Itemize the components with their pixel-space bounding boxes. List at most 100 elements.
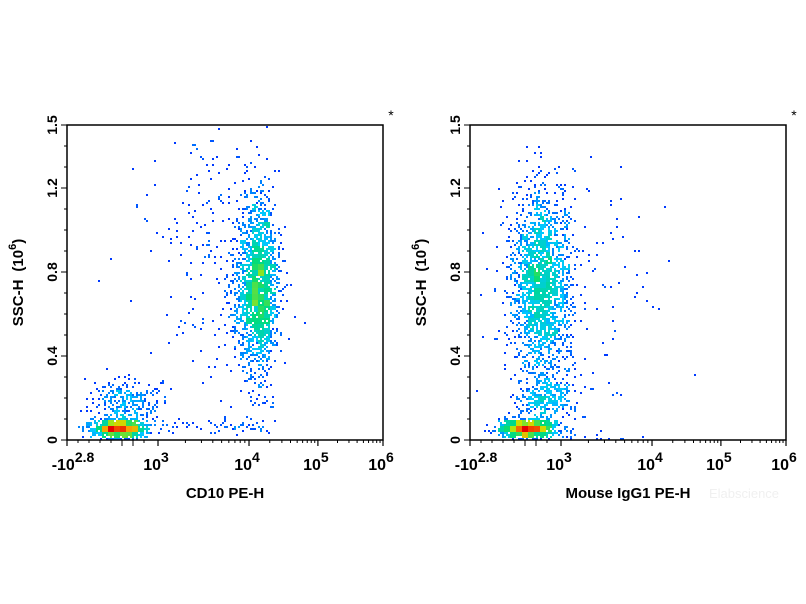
event-dot [518, 328, 520, 330]
event-dot [510, 420, 512, 422]
event-dot [546, 192, 548, 194]
event-dot [542, 372, 544, 374]
event-dot [558, 186, 560, 188]
event-dot [550, 416, 552, 418]
event-dot [244, 294, 246, 296]
event-dot [268, 304, 270, 306]
event-dot [544, 246, 546, 248]
event-dot [538, 284, 540, 286]
event-dot [550, 312, 552, 314]
event-dot [544, 320, 546, 322]
event-dot [258, 322, 260, 324]
event-dot [550, 342, 552, 344]
event-dot [98, 390, 100, 392]
event-dot [570, 436, 572, 438]
event-dot [82, 426, 84, 428]
event-dot [530, 266, 532, 268]
event-dot [266, 232, 268, 234]
event-dot [520, 242, 522, 244]
event-dot [264, 370, 266, 372]
event-dot [106, 424, 108, 426]
event-dot [260, 264, 262, 266]
event-dot [506, 276, 508, 278]
event-dot [146, 428, 148, 430]
event-dot [538, 390, 540, 392]
event-dot [528, 204, 530, 206]
event-dot [520, 236, 522, 238]
event-dot [132, 168, 134, 170]
event-dot [634, 250, 636, 252]
event-dot [260, 204, 262, 206]
event-dot [148, 424, 150, 426]
event-dot [526, 278, 528, 280]
event-dot [268, 308, 270, 310]
event-dot [122, 432, 124, 434]
event-dot [514, 278, 516, 280]
event-dot [596, 434, 598, 436]
event-dot [254, 304, 256, 306]
event-dot [246, 294, 248, 296]
event-dot [138, 394, 140, 396]
event-dot [556, 288, 558, 290]
event-dot [546, 416, 548, 418]
event-dot [252, 260, 254, 262]
event-dot [574, 264, 576, 266]
event-dot [538, 364, 540, 366]
event-dot [542, 264, 544, 266]
event-dot [540, 290, 542, 292]
event-dot [556, 350, 558, 352]
event-dot [540, 380, 542, 382]
event-dot [548, 256, 550, 258]
event-dot [550, 316, 552, 318]
event-dot [190, 262, 192, 264]
event-dot [536, 426, 538, 428]
event-dot [542, 354, 544, 356]
event-dot [556, 200, 558, 202]
event-dot [482, 232, 484, 234]
event-dot [234, 226, 236, 228]
event-dot [258, 282, 260, 284]
event-dot [136, 400, 138, 402]
event-dot [248, 234, 250, 236]
event-dot [554, 426, 556, 428]
event-dot [140, 398, 142, 400]
event-dot [248, 258, 250, 260]
event-dot [534, 322, 536, 324]
event-dot [202, 318, 204, 320]
event-dot [510, 258, 512, 260]
event-dot [568, 350, 570, 352]
event-dot [532, 356, 534, 358]
event-dot [532, 424, 534, 426]
event-dot [210, 376, 212, 378]
event-dot [266, 290, 268, 292]
event-dot [532, 342, 534, 344]
event-dot [518, 432, 520, 434]
event-dot [262, 324, 264, 326]
event-dot [222, 220, 224, 222]
event-dot [528, 272, 530, 274]
event-dot [550, 290, 552, 292]
event-dot [548, 296, 550, 298]
event-dot [258, 320, 260, 322]
event-dot [534, 252, 536, 254]
event-dot [554, 308, 556, 310]
event-dot [132, 430, 134, 432]
event-dot [124, 430, 126, 432]
event-dot [574, 368, 576, 370]
y-axis-label: SSC-H(106) [410, 239, 430, 326]
event-dot [262, 298, 264, 300]
event-dot [536, 424, 538, 426]
event-dot [548, 236, 550, 238]
event-dot [542, 420, 544, 422]
event-dot [142, 430, 144, 432]
event-dot [524, 180, 526, 182]
event-dot [254, 244, 256, 246]
event-dot [546, 396, 548, 398]
event-dot [270, 232, 272, 234]
event-dot [538, 420, 540, 422]
event-dot [244, 278, 246, 280]
event-dot [522, 286, 524, 288]
event-dot [122, 404, 124, 406]
event-dot [260, 314, 262, 316]
event-dot [134, 430, 136, 432]
